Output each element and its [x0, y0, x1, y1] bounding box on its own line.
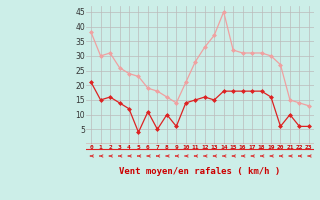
X-axis label: Vent moyen/en rafales ( km/h ): Vent moyen/en rafales ( km/h ): [119, 167, 281, 176]
